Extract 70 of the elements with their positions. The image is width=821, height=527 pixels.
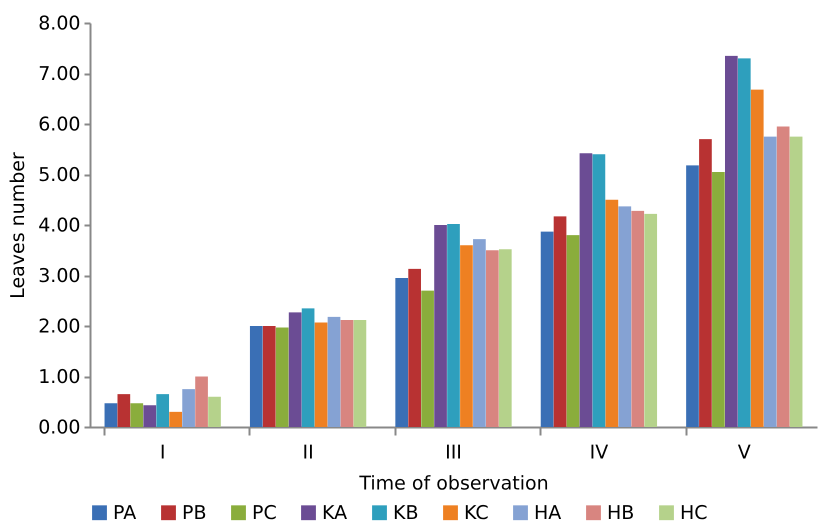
y-tick-label: 7.00 (38, 63, 80, 85)
bar (434, 225, 447, 427)
bar (738, 58, 751, 427)
bar (182, 389, 195, 427)
bar (276, 328, 289, 427)
bar (104, 403, 118, 427)
x-tick-label: IV (590, 442, 608, 464)
legend-label: PB (182, 502, 206, 524)
bar (354, 320, 366, 427)
bar (631, 210, 644, 427)
bar (712, 172, 725, 427)
bar (686, 165, 699, 427)
bar (314, 322, 328, 427)
bar (592, 154, 606, 427)
bar (486, 250, 499, 427)
bar (554, 216, 566, 427)
x-axis-title: Time of observation (358, 472, 549, 494)
bar (498, 249, 512, 427)
y-tick-label: 1.00 (38, 366, 80, 388)
bar (540, 232, 554, 427)
legend-label: HA (534, 502, 562, 524)
bar (143, 405, 156, 427)
y-tick-label: 5.00 (38, 164, 80, 186)
legend-label: HB (607, 502, 634, 524)
bar (195, 376, 208, 427)
bar (725, 56, 738, 427)
x-tick-label: III (445, 442, 462, 464)
x-tick-label: II (302, 442, 314, 464)
y-tick-label: 6.00 (38, 114, 80, 136)
legend-label: PC (252, 502, 277, 524)
y-tick-label: 3.00 (38, 265, 80, 287)
bar (130, 403, 144, 427)
bar (473, 239, 486, 427)
bar (302, 308, 314, 427)
bar (460, 245, 473, 427)
bar (395, 278, 408, 427)
bar (250, 326, 263, 427)
bar (208, 396, 221, 427)
bar (447, 224, 460, 427)
bar (750, 90, 764, 427)
x-tick-label: I (160, 442, 166, 464)
x-tick-label: V (738, 442, 751, 464)
bar (618, 206, 632, 427)
bar (408, 268, 421, 427)
bar (764, 136, 777, 427)
legend-label: KC (464, 502, 489, 524)
bar (262, 326, 276, 427)
bar (328, 316, 340, 427)
legend-label: KA (322, 502, 348, 524)
y-tick-label: 4.00 (38, 214, 80, 236)
bar (169, 412, 182, 427)
bar (606, 200, 618, 427)
bar (644, 214, 658, 427)
bar (421, 290, 434, 427)
bar (340, 320, 354, 427)
legend-label: HC (680, 502, 708, 524)
y-tick-label: 2.00 (38, 316, 80, 338)
bar (776, 126, 790, 427)
y-tick-label: 0.00 (38, 416, 80, 438)
bar (566, 235, 580, 427)
bar (790, 136, 802, 427)
legend-label: KB (393, 502, 418, 524)
legend-label: PA (113, 502, 136, 524)
y-axis-title: Leaves number (7, 152, 30, 299)
bar (156, 394, 170, 427)
bar (288, 312, 302, 427)
bar (699, 139, 712, 427)
bar (580, 153, 592, 427)
y-tick-label: 8.00 (38, 12, 80, 34)
bar (117, 394, 130, 427)
